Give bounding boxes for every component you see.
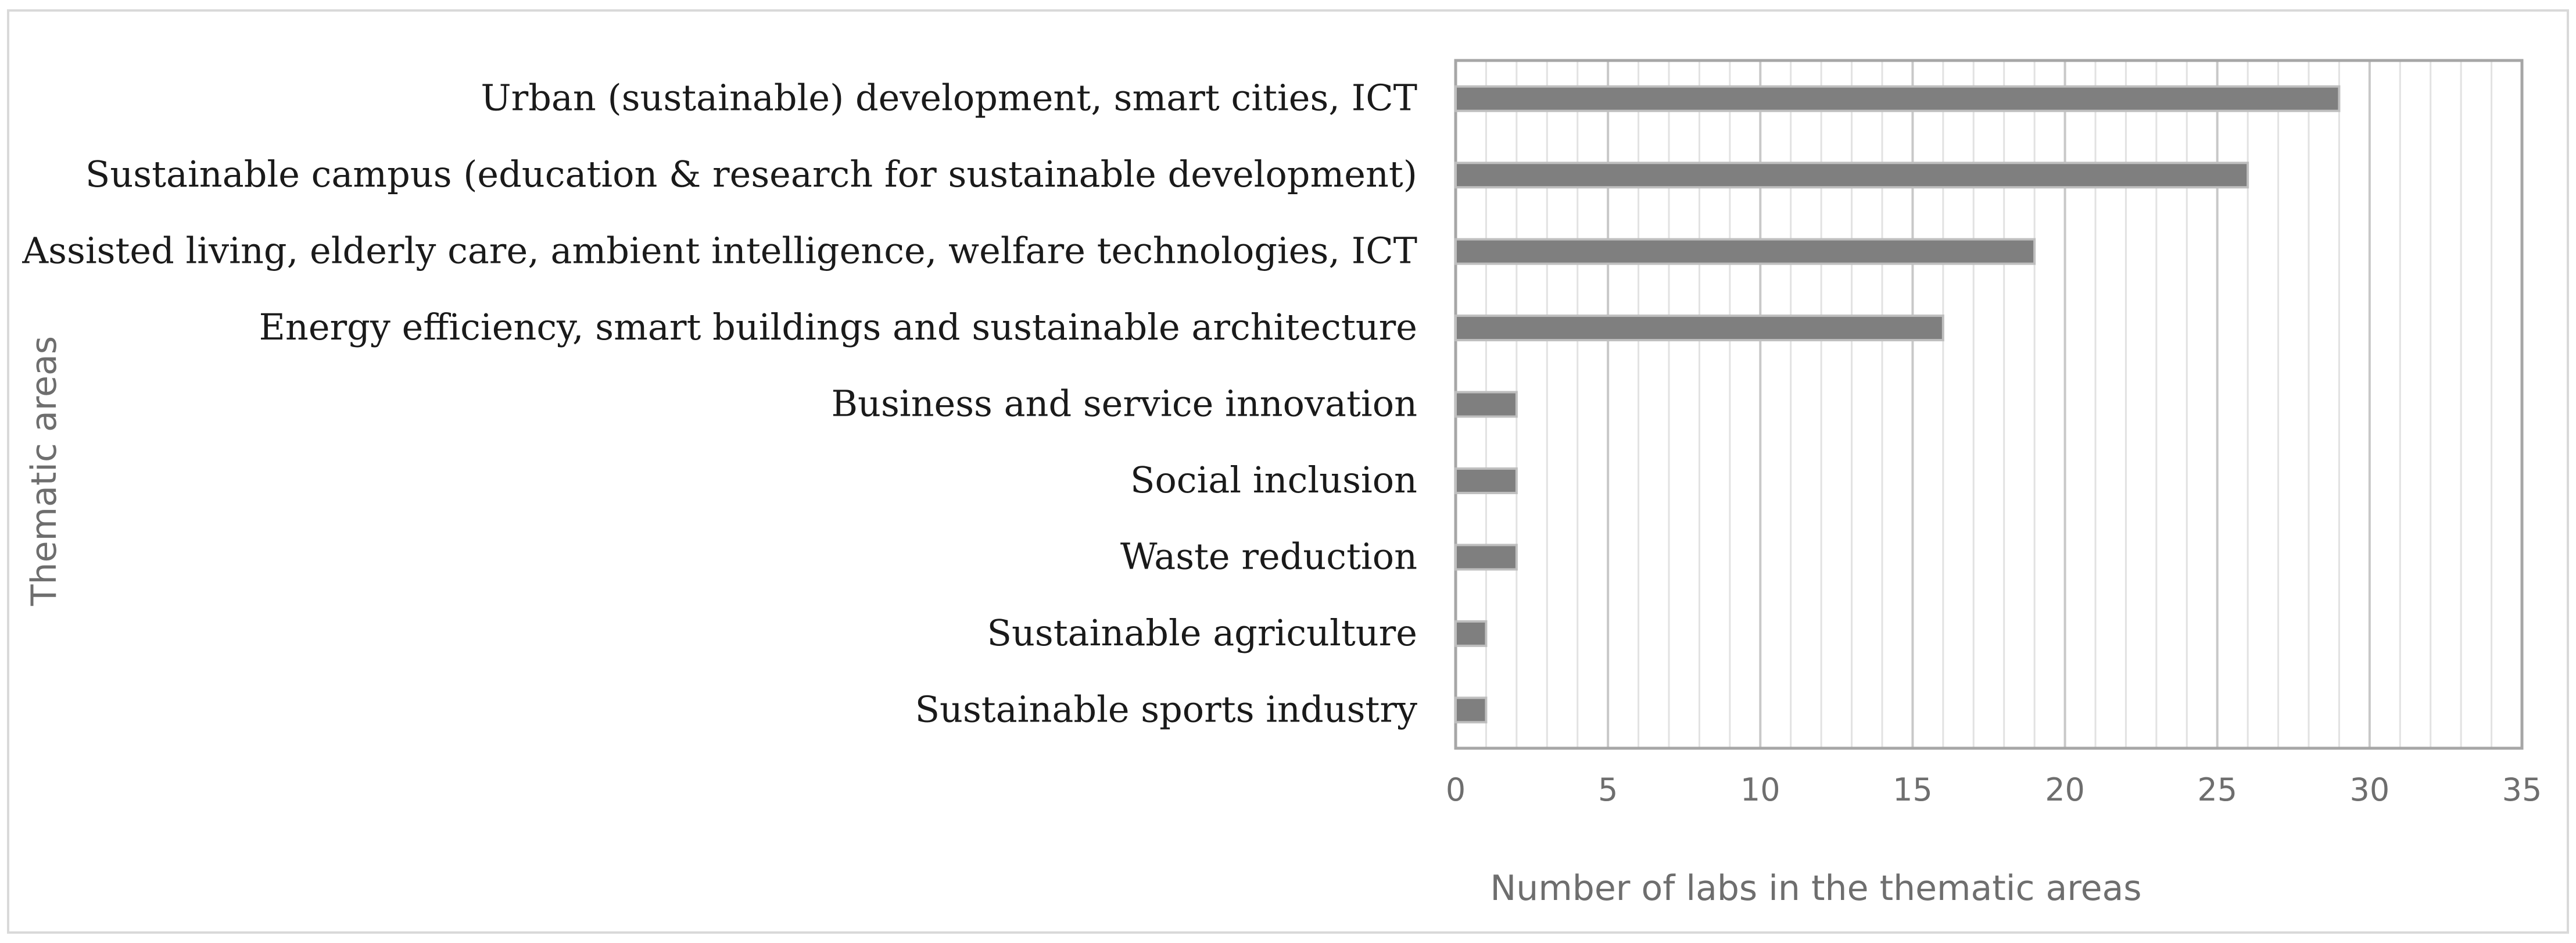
x-tick-label: 35 (2502, 771, 2542, 808)
bar (1454, 85, 2341, 112)
x-tick-label: 15 (1893, 771, 1933, 808)
category-label: Assisted living, elderly care, ambient i… (22, 230, 1417, 272)
bar (1454, 238, 2036, 265)
bar (1454, 315, 1944, 342)
bar (1454, 620, 1488, 647)
bars (1454, 85, 2341, 724)
category-label: Business and service innovation (831, 383, 1417, 425)
x-tick-label: 25 (2197, 771, 2237, 808)
x-tick-labels: 0 5 10 15 20 25 30 35 (1446, 771, 2542, 808)
bar (1454, 544, 1518, 571)
x-tick-label: 0 (1446, 771, 1466, 808)
x-tick-label: 10 (1740, 771, 1780, 808)
category-label: Urban (sustainable) development, smart c… (481, 77, 1417, 119)
category-label: Waste reduction (1120, 535, 1417, 577)
x-tick-label: 30 (2349, 771, 2389, 808)
x-axis-title: Number of labs in the thematic areas (1490, 868, 2141, 909)
category-label: Sustainable agriculture (987, 612, 1417, 654)
category-label: Social inclusion (1130, 459, 1417, 501)
bar (1454, 467, 1518, 494)
bar (1454, 162, 2249, 189)
bar (1454, 391, 1518, 418)
category-label: Energy efficiency, smart buildings and s… (259, 306, 1417, 348)
x-tick-label: 5 (1598, 771, 1618, 808)
y-axis-title: Thematic areas (24, 336, 65, 606)
category-labels: Urban (sustainable) development, smart c… (22, 77, 1417, 731)
bar (1454, 696, 1488, 724)
category-label: Sustainable campus (education & research… (85, 153, 1417, 195)
x-tick-label: 20 (2045, 771, 2085, 808)
category-label: Sustainable sports industry (915, 688, 1417, 730)
